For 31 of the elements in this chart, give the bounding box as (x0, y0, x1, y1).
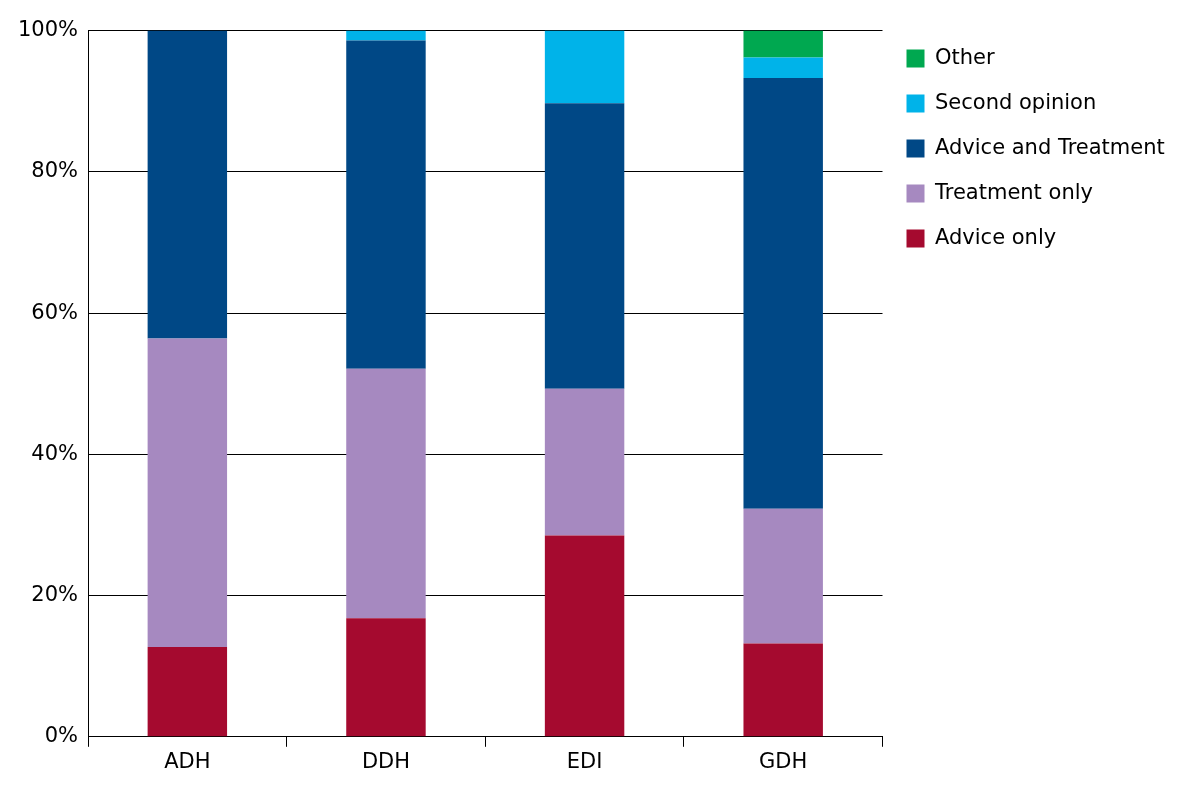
bar (147, 30, 228, 339)
bar (743, 643, 823, 737)
legend-label: Advice only (935, 224, 1057, 249)
x-tick-label: EDI (566, 748, 603, 773)
bar (743, 30, 823, 58)
x-tick-label: ADH (164, 748, 211, 773)
y-tick-label: 60% (31, 299, 79, 324)
bar (743, 508, 823, 644)
y-tick-label: 0% (44, 723, 79, 748)
bar (346, 30, 426, 41)
x-tick-label: GDH (759, 748, 808, 773)
bar (544, 30, 625, 104)
bar (743, 57, 823, 78)
bar (346, 368, 426, 619)
x-tick-label: DDH (361, 748, 411, 773)
bar (544, 388, 625, 536)
legend-label: Advice and Treatment (935, 134, 1165, 159)
bar (147, 647, 228, 737)
y-tick-label: 20% (31, 582, 79, 607)
bar (346, 40, 426, 369)
y-tick-label: 80% (31, 158, 79, 183)
legend-label: Treatment only (934, 179, 1093, 204)
legend-label: Second opinion (935, 89, 1097, 114)
bar (147, 338, 228, 648)
bar (544, 103, 625, 389)
bar (544, 535, 625, 737)
bar (346, 618, 426, 737)
legend-label: Other (935, 44, 995, 69)
y-tick-label: 40% (31, 440, 79, 465)
bar (743, 77, 823, 509)
y-tick-label: 100% (17, 17, 79, 42)
